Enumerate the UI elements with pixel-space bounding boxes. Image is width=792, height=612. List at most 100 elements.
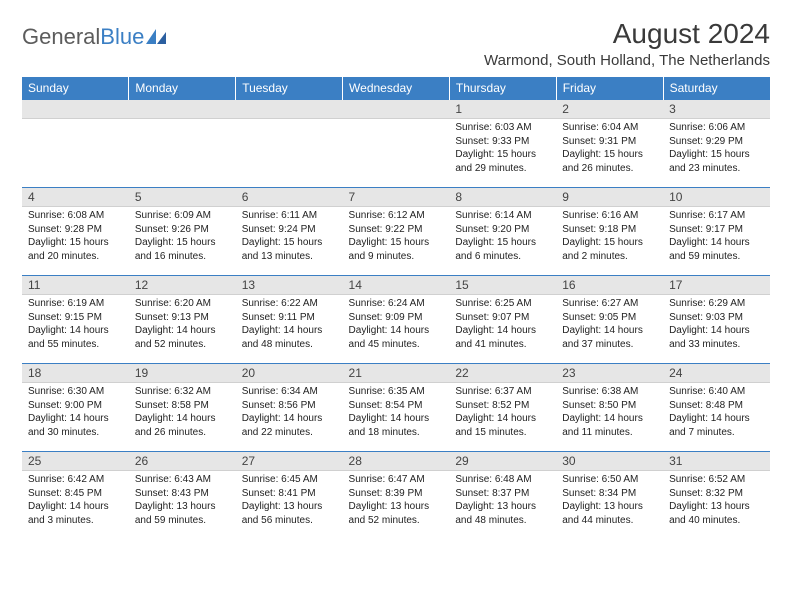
day-info: Sunrise: 6:04 AMSunset: 9:31 PMDaylight:… <box>556 119 663 179</box>
day-info: Sunrise: 6:35 AMSunset: 8:54 PMDaylight:… <box>343 383 450 443</box>
info-line: Sunset: 9:03 PM <box>669 311 764 325</box>
info-line: Sunrise: 6:27 AM <box>562 297 657 311</box>
info-line: and 29 minutes. <box>455 162 550 176</box>
calendar-cell: 5Sunrise: 6:09 AMSunset: 9:26 PMDaylight… <box>129 188 236 276</box>
day-info: Sunrise: 6:03 AMSunset: 9:33 PMDaylight:… <box>449 119 556 179</box>
info-line: Sunrise: 6:29 AM <box>669 297 764 311</box>
info-line: and 22 minutes. <box>242 426 337 440</box>
info-line: Daylight: 14 hours <box>669 412 764 426</box>
day-header-row: SundayMondayTuesdayWednesdayThursdayFrid… <box>22 77 770 100</box>
info-line: Sunrise: 6:32 AM <box>135 385 230 399</box>
calendar-body: 1Sunrise: 6:03 AMSunset: 9:33 PMDaylight… <box>22 100 770 540</box>
day-number: 25 <box>22 452 129 471</box>
day-number: 20 <box>236 364 343 383</box>
day-number: 17 <box>663 276 770 295</box>
day-number: 13 <box>236 276 343 295</box>
day-info: Sunrise: 6:06 AMSunset: 9:29 PMDaylight:… <box>663 119 770 179</box>
day-number: 10 <box>663 188 770 207</box>
day-number: 18 <box>22 364 129 383</box>
day-number: 29 <box>449 452 556 471</box>
info-line: Daylight: 14 hours <box>242 324 337 338</box>
info-line: Daylight: 14 hours <box>28 412 123 426</box>
info-line: Daylight: 15 hours <box>242 236 337 250</box>
calendar-cell: 1Sunrise: 6:03 AMSunset: 9:33 PMDaylight… <box>449 100 556 188</box>
calendar-week-row: 11Sunrise: 6:19 AMSunset: 9:15 PMDayligh… <box>22 276 770 364</box>
day-info: Sunrise: 6:32 AMSunset: 8:58 PMDaylight:… <box>129 383 236 443</box>
info-line: Sunrise: 6:08 AM <box>28 209 123 223</box>
calendar-cell: 20Sunrise: 6:34 AMSunset: 8:56 PMDayligh… <box>236 364 343 452</box>
info-line: Sunrise: 6:45 AM <box>242 473 337 487</box>
calendar-week-row: 18Sunrise: 6:30 AMSunset: 9:00 PMDayligh… <box>22 364 770 452</box>
calendar-cell: 18Sunrise: 6:30 AMSunset: 9:00 PMDayligh… <box>22 364 129 452</box>
day-number: 1 <box>449 100 556 119</box>
info-line: and 45 minutes. <box>349 338 444 352</box>
calendar-cell: 8Sunrise: 6:14 AMSunset: 9:20 PMDaylight… <box>449 188 556 276</box>
day-number: 30 <box>556 452 663 471</box>
info-line: Sunset: 9:20 PM <box>455 223 550 237</box>
info-line: Sunset: 8:34 PM <box>562 487 657 501</box>
brand-part2: Blue <box>100 24 144 50</box>
info-line: Sunset: 8:50 PM <box>562 399 657 413</box>
info-line: Sunrise: 6:06 AM <box>669 121 764 135</box>
day-number: 22 <box>449 364 556 383</box>
info-line: Sunrise: 6:04 AM <box>562 121 657 135</box>
location: Warmond, South Holland, The Netherlands <box>484 52 770 69</box>
info-line: Daylight: 15 hours <box>455 236 550 250</box>
day-number: 27 <box>236 452 343 471</box>
info-line: Sunrise: 6:35 AM <box>349 385 444 399</box>
day-number <box>22 100 129 119</box>
day-info: Sunrise: 6:34 AMSunset: 8:56 PMDaylight:… <box>236 383 343 443</box>
info-line: Sunset: 8:43 PM <box>135 487 230 501</box>
calendar-cell: 14Sunrise: 6:24 AMSunset: 9:09 PMDayligh… <box>343 276 450 364</box>
day-info: Sunrise: 6:50 AMSunset: 8:34 PMDaylight:… <box>556 471 663 531</box>
info-line: and 20 minutes. <box>28 250 123 264</box>
day-info: Sunrise: 6:08 AMSunset: 9:28 PMDaylight:… <box>22 207 129 267</box>
day-info: Sunrise: 6:29 AMSunset: 9:03 PMDaylight:… <box>663 295 770 355</box>
info-line: and 23 minutes. <box>669 162 764 176</box>
info-line: and 52 minutes. <box>349 514 444 528</box>
calendar-cell: 29Sunrise: 6:48 AMSunset: 8:37 PMDayligh… <box>449 452 556 540</box>
info-line: Sunrise: 6:03 AM <box>455 121 550 135</box>
day-info: Sunrise: 6:17 AMSunset: 9:17 PMDaylight:… <box>663 207 770 267</box>
calendar-cell: 3Sunrise: 6:06 AMSunset: 9:29 PMDaylight… <box>663 100 770 188</box>
info-line: Sunrise: 6:14 AM <box>455 209 550 223</box>
info-line: Sunrise: 6:24 AM <box>349 297 444 311</box>
calendar-cell: 16Sunrise: 6:27 AMSunset: 9:05 PMDayligh… <box>556 276 663 364</box>
day-info: Sunrise: 6:22 AMSunset: 9:11 PMDaylight:… <box>236 295 343 355</box>
calendar-cell: 25Sunrise: 6:42 AMSunset: 8:45 PMDayligh… <box>22 452 129 540</box>
info-line: Daylight: 15 hours <box>562 148 657 162</box>
info-line: Daylight: 13 hours <box>242 500 337 514</box>
day-info: Sunrise: 6:52 AMSunset: 8:32 PMDaylight:… <box>663 471 770 531</box>
calendar-cell: 17Sunrise: 6:29 AMSunset: 9:03 PMDayligh… <box>663 276 770 364</box>
day-number: 14 <box>343 276 450 295</box>
info-line: Sunset: 8:54 PM <box>349 399 444 413</box>
info-line: Sunset: 9:07 PM <box>455 311 550 325</box>
info-line: Daylight: 14 hours <box>669 236 764 250</box>
info-line: Daylight: 15 hours <box>135 236 230 250</box>
day-header: Friday <box>556 77 663 100</box>
info-line: Daylight: 13 hours <box>135 500 230 514</box>
info-line: Sunrise: 6:38 AM <box>562 385 657 399</box>
header: GeneralBlue August 2024 Warmond, South H… <box>22 18 770 69</box>
day-info: Sunrise: 6:38 AMSunset: 8:50 PMDaylight:… <box>556 383 663 443</box>
calendar-cell: 28Sunrise: 6:47 AMSunset: 8:39 PMDayligh… <box>343 452 450 540</box>
info-line: Sunrise: 6:25 AM <box>455 297 550 311</box>
day-info: Sunrise: 6:16 AMSunset: 9:18 PMDaylight:… <box>556 207 663 267</box>
day-info: Sunrise: 6:47 AMSunset: 8:39 PMDaylight:… <box>343 471 450 531</box>
info-line: and 37 minutes. <box>562 338 657 352</box>
info-line: Sunrise: 6:52 AM <box>669 473 764 487</box>
info-line: Sunset: 9:22 PM <box>349 223 444 237</box>
info-line: Sunset: 9:15 PM <box>28 311 123 325</box>
day-header: Thursday <box>449 77 556 100</box>
info-line: Daylight: 14 hours <box>669 324 764 338</box>
calendar-cell: 23Sunrise: 6:38 AMSunset: 8:50 PMDayligh… <box>556 364 663 452</box>
sail-icon <box>146 29 168 45</box>
info-line: and 26 minutes. <box>135 426 230 440</box>
info-line: Sunset: 8:41 PM <box>242 487 337 501</box>
info-line: and 11 minutes. <box>562 426 657 440</box>
info-line: Daylight: 14 hours <box>455 324 550 338</box>
day-number: 21 <box>343 364 450 383</box>
calendar-cell: 13Sunrise: 6:22 AMSunset: 9:11 PMDayligh… <box>236 276 343 364</box>
brand-part1: General <box>22 24 100 50</box>
day-number: 16 <box>556 276 663 295</box>
